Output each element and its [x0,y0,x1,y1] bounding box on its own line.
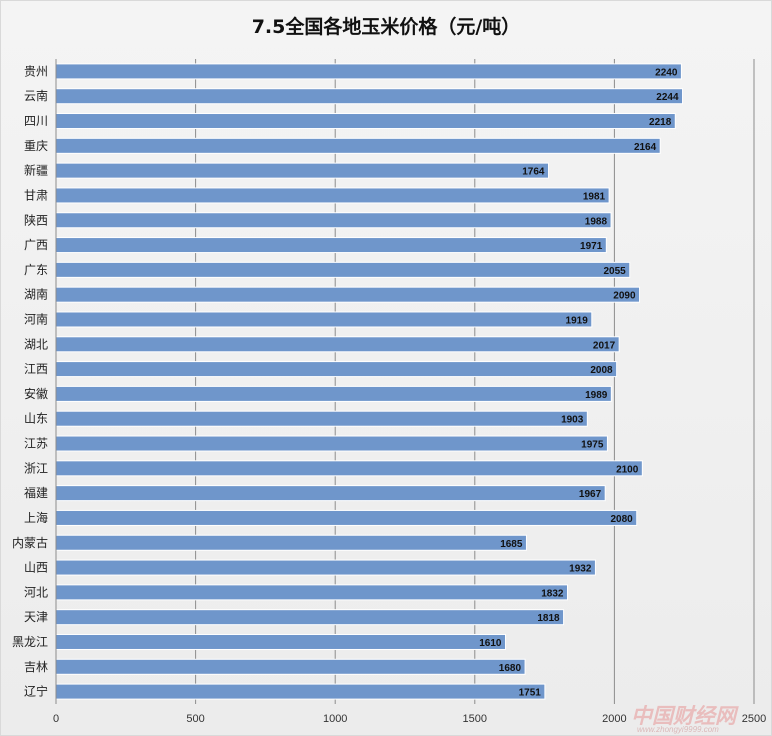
category-label: 河南 [24,311,48,326]
x-tick-label: 0 [53,713,59,725]
data-label: 1764 [522,167,545,178]
data-label: 2244 [656,92,679,103]
x-tick-label: 500 [186,713,204,725]
data-label: 2080 [610,514,633,525]
data-label: 1971 [580,241,603,252]
x-tick-label: 1500 [463,713,487,725]
category-label: 四川 [24,114,48,128]
bar-24 [56,659,525,674]
category-label: 云南 [24,88,48,103]
category-label: 辽宁 [24,684,48,699]
data-label: 1751 [519,688,542,699]
data-label: 1967 [579,489,602,500]
bar-1 [56,89,683,104]
bar-6 [56,213,611,228]
bar-12 [56,362,617,377]
category-label: 甘肃 [24,188,48,202]
data-label: 1818 [537,613,560,624]
bar-25 [56,684,545,699]
bar-16 [56,461,642,476]
category-label: 天津 [24,610,48,624]
bar-9 [56,287,640,302]
data-label: 1685 [500,539,523,550]
category-label: 新疆 [24,163,48,178]
category-label: 江西 [24,362,48,376]
bar-22 [56,610,564,625]
bar-13 [56,386,611,401]
category-label: 福建 [24,485,48,500]
data-label: 2017 [593,340,616,351]
x-tick-label: 1000 [323,713,347,725]
bar-10 [56,312,592,327]
data-label: 2218 [649,117,672,128]
data-label: 1981 [583,191,606,202]
category-label: 吉林 [24,660,48,674]
bar-15 [56,436,607,451]
bar-0 [56,64,681,79]
x-tick-label: 2500 [742,713,766,725]
category-label: 湖南 [24,287,48,302]
data-label: 1989 [585,390,608,401]
bar-7 [56,238,606,253]
bar-2 [56,114,675,129]
category-label: 山西 [24,561,48,575]
category-label: 内蒙古 [12,535,48,550]
bar-17 [56,486,605,501]
category-label: 重庆 [24,139,48,153]
data-label: 1903 [561,415,584,426]
bar-4 [56,163,549,178]
category-label: 黑龙江 [12,635,48,649]
category-label: 江苏 [24,437,48,451]
category-label: 湖北 [24,336,48,351]
category-label: 安徽 [24,386,48,401]
data-label: 1988 [585,216,608,227]
category-label: 广东 [24,263,48,277]
data-label: 1610 [479,638,502,649]
data-label: 2100 [616,464,639,475]
data-label: 1919 [566,315,589,326]
watermark: 中国财经网 www.zhongyi9999.com [631,704,739,734]
bar-21 [56,585,567,600]
data-label: 1932 [569,564,592,575]
bar-19 [56,535,526,550]
bars: 2240 2244 2218 2164 1764 1981 1988 1971 2055 2090… [56,64,683,699]
data-label: 2164 [634,142,657,153]
category-label: 陕西 [24,212,48,227]
bar-11 [56,337,619,352]
bar-20 [56,560,595,575]
category-labels: 贵州云南四川重庆新疆甘肃陕西广西广东湖南河南湖北江西安徽山东江苏浙江福建上海内蒙… [12,64,48,698]
category-label: 浙江 [24,461,48,475]
category-label: 山东 [24,412,48,426]
bar-3 [56,138,660,153]
data-label: 2090 [613,291,636,302]
watermark-url: www.zhongyi9999.com [637,725,719,734]
data-label: 1975 [581,440,604,451]
bar-23 [56,634,506,649]
gridlines [196,59,754,704]
bar-8 [56,262,630,277]
category-label: 贵州 [24,64,48,78]
category-label: 河北 [24,585,48,599]
data-label: 2240 [655,67,678,78]
data-label: 1680 [499,663,522,674]
bar-14 [56,411,587,426]
bar-5 [56,188,609,203]
bar-18 [56,510,637,525]
data-label: 1832 [541,588,564,599]
data-label: 2008 [590,365,613,376]
chart-title: 7.5全国各地玉米价格（元/吨） [252,15,521,38]
data-label: 2055 [604,266,627,277]
category-label: 广西 [24,238,48,252]
category-label: 上海 [24,510,48,525]
x-tick-label: 2000 [602,713,626,725]
